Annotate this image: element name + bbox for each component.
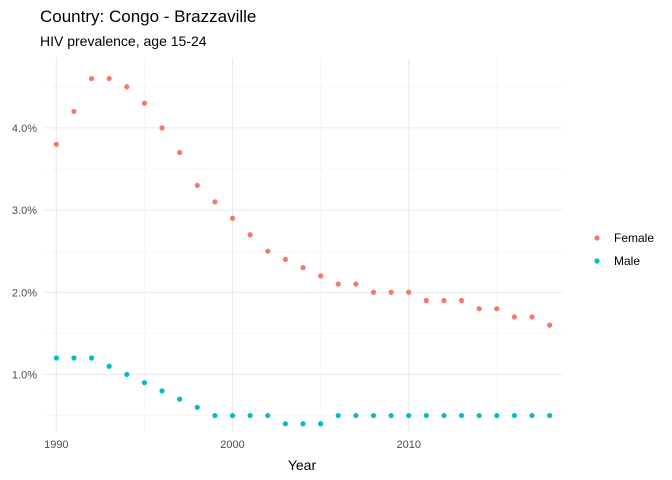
data-point-male (159, 388, 165, 394)
data-point-male (370, 412, 377, 419)
data-point-female (547, 322, 553, 328)
data-point-male (71, 355, 77, 361)
data-point-female (423, 297, 429, 304)
data-point-female (494, 306, 500, 312)
data-point-male (458, 412, 465, 419)
data-point-male (318, 421, 324, 427)
data-point-female (353, 281, 359, 287)
data-point-female (212, 199, 218, 205)
data-point-male (53, 355, 59, 361)
data-point-female (88, 75, 95, 82)
data-point-female (194, 182, 200, 189)
data-point-female (106, 75, 112, 82)
data-point-female (406, 289, 412, 295)
data-point-female (159, 125, 165, 131)
y-tick-labels: 1.0% 2.0% 3.0% 4.0% (12, 123, 37, 382)
grid-major (44, 58, 562, 432)
chart-title: Country: Congo - Brazzaville (40, 7, 257, 26)
data-point-male (106, 363, 112, 369)
data-point-male (423, 412, 429, 419)
legend-label-male: Male (614, 254, 640, 268)
data-point-female (71, 108, 77, 115)
data-point-male (88, 355, 95, 361)
data-point-male (177, 396, 183, 402)
data-point-female (318, 273, 324, 279)
data-point-male (141, 380, 148, 386)
data-point-male (282, 421, 288, 427)
x-tick-label: 2000 (220, 439, 244, 451)
data-points (53, 75, 553, 427)
legend: Female Male (594, 231, 654, 268)
legend-key-female (594, 235, 600, 241)
data-point-male (265, 412, 271, 419)
data-point-male (300, 421, 306, 427)
legend-label-female: Female (614, 231, 654, 245)
data-point-male (212, 412, 218, 419)
x-tick-label: 1990 (44, 439, 68, 451)
data-point-male (388, 412, 394, 419)
x-tick-label: 2010 (396, 439, 420, 451)
data-point-female (511, 314, 518, 320)
data-point-male (124, 371, 130, 378)
y-tick-label: 2.0% (12, 287, 37, 299)
data-point-male (335, 412, 341, 419)
data-point-female (441, 297, 447, 304)
data-point-female (458, 297, 465, 304)
data-point-male (511, 412, 518, 419)
data-point-female (335, 281, 341, 287)
y-tick-label: 3.0% (12, 205, 37, 217)
data-point-female (388, 289, 394, 295)
data-point-female (529, 314, 535, 320)
data-point-female (229, 215, 236, 221)
data-point-male (441, 412, 447, 419)
data-point-male (529, 412, 535, 419)
y-tick-label: 4.0% (12, 123, 37, 135)
x-axis-title: Year (288, 457, 317, 473)
grid-minor (44, 58, 562, 432)
data-point-male (229, 412, 236, 419)
data-point-male (353, 412, 359, 419)
data-point-female (476, 306, 482, 312)
data-point-female (265, 248, 271, 254)
y-tick-label: 1.0% (12, 369, 37, 381)
data-point-male (494, 412, 500, 419)
legend-key-male (594, 258, 600, 264)
data-point-female (370, 289, 377, 295)
data-point-female (53, 141, 59, 147)
data-point-female (124, 84, 130, 90)
data-point-female (300, 265, 306, 271)
x-tick-labels: 1990 2000 2010 (44, 439, 421, 451)
data-point-female (247, 232, 253, 238)
data-point-female (282, 256, 288, 262)
data-point-female (141, 100, 148, 106)
data-point-male (476, 412, 482, 419)
data-point-female (177, 149, 183, 156)
chart-subtitle: HIV prevalence, age 15-24 (40, 33, 207, 49)
data-point-male (194, 404, 200, 410)
data-point-male (247, 412, 253, 419)
data-point-male (406, 412, 412, 419)
data-point-male (547, 412, 553, 419)
